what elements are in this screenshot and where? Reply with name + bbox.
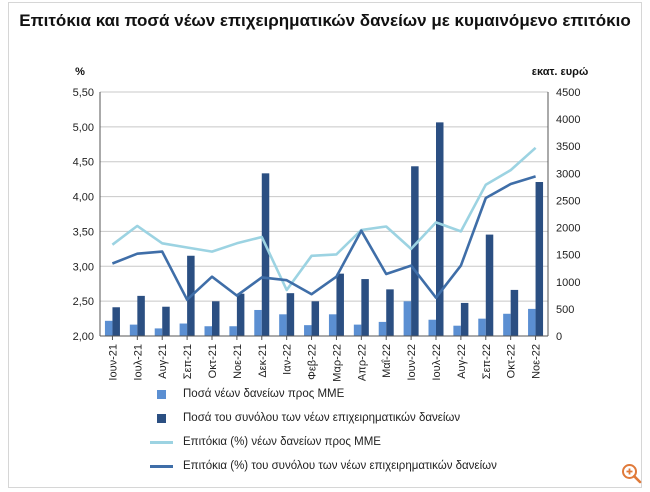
bar	[436, 122, 444, 336]
legend-item: Ποσά νέων δανείων προς ΜΜΕ	[150, 384, 344, 404]
bar	[279, 314, 287, 336]
legend-item: Ποσά του συνόλου των νέων επιχειρηματικώ…	[150, 408, 460, 428]
zoom-in-icon[interactable]	[620, 462, 642, 484]
legend-item: Επιτόκια (%) νέων δανείων προς ΜΜΕ	[150, 432, 381, 452]
x-tick-label: Μαρ-22	[331, 344, 343, 382]
bar	[535, 182, 544, 336]
bar	[403, 301, 412, 336]
line-path	[111, 146, 537, 292]
bar	[510, 289, 519, 336]
legend-label: Ποσά του συνόλου των νέων επιχειρηματικώ…	[183, 412, 461, 424]
legend-label: Επιτόκια (%) του συνόλου των νέων επιχει…	[183, 460, 497, 472]
bar	[361, 279, 369, 336]
x-tick-label: Μαΐ-22	[381, 344, 393, 378]
bar	[236, 293, 245, 336]
gridlines	[100, 91, 548, 302]
right-axis-unit: εκατ. ευρώ	[532, 66, 589, 78]
bar	[503, 313, 511, 336]
x-tick-label: Δεκ-21	[257, 344, 269, 378]
bar	[229, 326, 237, 336]
bar	[485, 234, 494, 336]
right-tick-label: 500	[556, 304, 574, 316]
x-tick-label: Φεβ-22	[307, 344, 319, 380]
bar-series	[104, 122, 544, 336]
bar	[336, 273, 344, 336]
left-tick-label: 5,50	[73, 87, 94, 99]
x-tick-label: Αυγ-22	[456, 344, 468, 379]
bar	[478, 318, 486, 336]
legend-item: Επιτόκια (%) του συνόλου των νέων επιχει…	[150, 456, 497, 476]
right-tick-label: 2500	[556, 195, 580, 207]
bar	[353, 324, 362, 336]
bar	[411, 166, 419, 336]
left-tick-label: 5,00	[73, 122, 94, 134]
left-tick-label: 3,50	[73, 226, 94, 238]
bar	[179, 323, 188, 336]
x-tick-label: Ιουν-21	[107, 344, 119, 381]
right-tick-label: 0	[556, 331, 562, 343]
x-tick-label: Σεπ-22	[481, 344, 493, 379]
right-tick-label: 4500	[556, 87, 580, 99]
axes: 2,00 2,50 3,00 3,50 4,00 4,50 5,00 5,50 0 500 1000…	[73, 87, 581, 382]
x-tick-label: Ιουν-22	[406, 344, 418, 381]
bar	[129, 324, 138, 336]
bar	[453, 325, 461, 336]
bar	[378, 321, 387, 336]
right-tick-label: 3500	[556, 141, 580, 153]
bar	[460, 302, 469, 336]
right-tick-label: 2000	[556, 223, 580, 235]
bar	[311, 301, 320, 336]
bar	[328, 314, 337, 336]
legend-swatch	[157, 389, 166, 399]
x-tick-label: Νοε-22	[531, 344, 543, 379]
legend-swatch	[150, 440, 173, 444]
bar	[386, 289, 394, 336]
bar	[212, 301, 220, 336]
bar	[261, 173, 270, 336]
x-tick-label: Σεπ-21	[182, 344, 194, 379]
right-tick-label: 4000	[556, 114, 580, 126]
x-tick-label: Ιουλ-21	[132, 344, 144, 381]
left-tick-label: 2,50	[73, 296, 94, 308]
bar	[528, 308, 536, 336]
x-tick-label: Ιουλ-22	[431, 344, 443, 381]
right-tick-label: 3000	[556, 168, 580, 180]
bar	[137, 295, 145, 336]
bar	[162, 306, 170, 336]
x-tick-label: Ιαν-22	[282, 344, 294, 375]
legend-label: Ποσά νέων δανείων προς ΜΜΕ	[183, 388, 345, 400]
bar	[286, 293, 295, 336]
line-path	[111, 175, 536, 302]
bar	[204, 326, 212, 336]
x-tick-label: Νοε-21	[232, 344, 244, 379]
bar	[112, 307, 120, 336]
left-tick-label: 4,00	[73, 192, 94, 204]
chart-title: Επιτόκια και ποσά νέων επιχειρηματικών δ…	[19, 11, 631, 30]
bar	[304, 325, 312, 336]
x-tick-label: Αυγ-21	[157, 344, 169, 379]
right-tick-label: 1500	[556, 250, 580, 262]
legend-swatch	[157, 413, 166, 423]
x-tick-label: Οκτ-21	[207, 344, 219, 378]
right-tick-label: 1000	[556, 277, 580, 289]
left-tick-label: 2,00	[73, 331, 94, 343]
bar	[154, 328, 163, 336]
legend-swatch	[150, 464, 173, 468]
left-tick-label: 3,00	[73, 261, 94, 273]
bar	[254, 309, 262, 336]
left-tick-label: 4,50	[73, 157, 94, 169]
bar	[104, 320, 113, 336]
bar	[428, 319, 436, 336]
legend-label: Επιτόκια (%) νέων δανείων προς ΜΜΕ	[183, 436, 381, 448]
line-series	[111, 146, 537, 302]
x-tick-label: Οκτ-22	[506, 344, 518, 378]
x-tick-label: Απρ-22	[356, 344, 368, 381]
left-axis-unit: %	[75, 66, 85, 78]
